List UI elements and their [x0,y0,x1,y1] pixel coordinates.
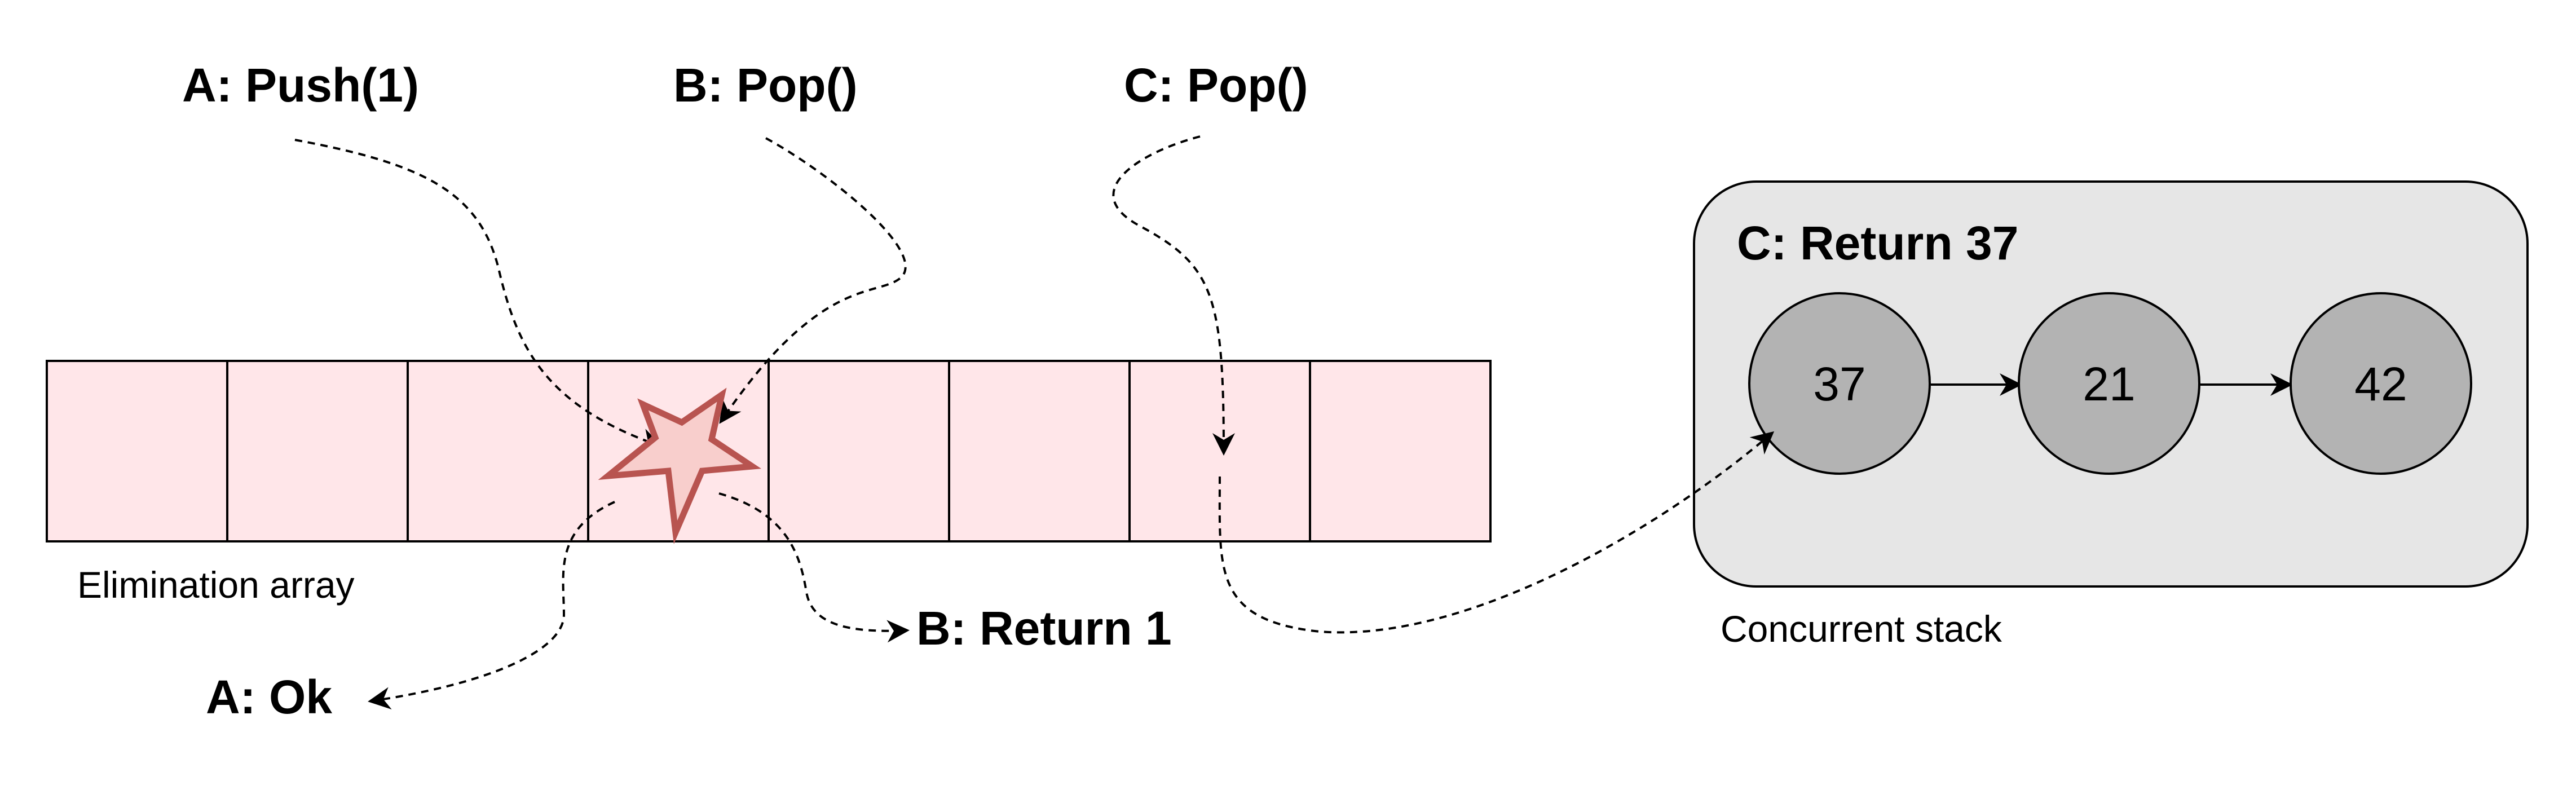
elimination-slot [407,360,589,542]
elimination-array [46,360,1492,542]
op-c-pop-label: C: Pop() [1124,59,1308,112]
c-pop-arrow [1112,135,1235,456]
stack-node-label: 37 [1813,358,1865,411]
stack-node: 21 [2018,292,2200,475]
op-a-push-label: A: Push(1) [182,59,419,112]
elimination-slot [767,360,950,542]
op-b-pop-label: B: Pop() [673,59,858,112]
elimination-slot [1128,360,1311,542]
elimination-slot [46,360,228,542]
result-a-ok-label: A: Ok [206,671,332,724]
concurrent-stack-label: Concurrent stack [1721,608,2002,650]
b-pop-arrow [719,137,907,424]
stack-node: 37 [1748,292,1931,475]
result-b-return-label: B: Return 1 [916,602,1172,655]
c-return-arrow [1218,431,1775,634]
stack-node-label: 42 [2354,358,2407,411]
a-ok-arrow [368,501,615,710]
stack-node-label: 21 [2083,358,2135,411]
elimination-slot [226,360,409,542]
elimination-slot [948,360,1131,542]
stack-node: 42 [2290,292,2472,475]
concurrent-stack-title: C: Return 37 [1737,217,2018,270]
elimination-array-label: Elimination array [77,564,355,606]
collision-star-icon [598,387,762,544]
elimination-slot [1309,360,1492,542]
b-return-arrow [718,492,910,643]
